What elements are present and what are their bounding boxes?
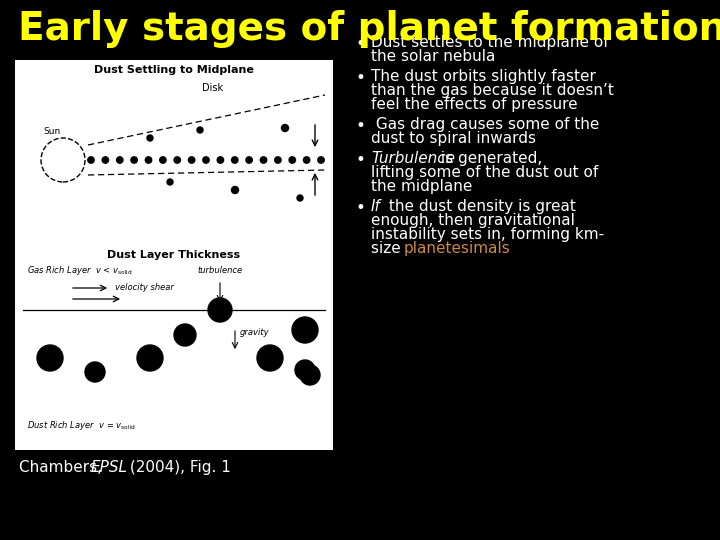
Bar	[15, 60, 333, 450]
Text: Dust Settling to Midplane: Dust Settling to Midplane	[94, 65, 254, 75]
Text: •: •	[355, 117, 365, 135]
Text: Early stages of planet formation: Early stages of planet formation	[18, 10, 720, 48]
Text: is generated,: is generated,	[436, 151, 543, 166]
Text: instability sets in, forming km-: instability sets in, forming km-	[371, 227, 604, 242]
Circle shape	[292, 317, 318, 343]
Circle shape	[274, 157, 281, 163]
Text: •: •	[355, 69, 365, 87]
Circle shape	[303, 157, 310, 163]
Text: Dust Layer Thickness: Dust Layer Thickness	[107, 250, 240, 260]
Circle shape	[37, 345, 63, 371]
Circle shape	[282, 125, 289, 132]
Text: Dust Rich Layer  v = v$_{\rm solid}$: Dust Rich Layer v = v$_{\rm solid}$	[27, 419, 136, 432]
Text: Sun: Sun	[43, 127, 60, 136]
Text: •: •	[355, 199, 365, 217]
Circle shape	[295, 360, 315, 380]
Circle shape	[318, 157, 324, 163]
Text: Turbulence: Turbulence	[371, 151, 455, 166]
Circle shape	[257, 345, 283, 371]
Circle shape	[117, 157, 123, 163]
Circle shape	[232, 186, 238, 193]
Circle shape	[246, 157, 252, 163]
Text: velocity shear: velocity shear	[115, 284, 174, 293]
Circle shape	[174, 157, 181, 163]
Text: The dust orbits slightly faster: The dust orbits slightly faster	[371, 69, 596, 84]
Circle shape	[167, 179, 173, 185]
Text: •: •	[355, 35, 365, 53]
Text: planetesimals: planetesimals	[404, 241, 510, 256]
Circle shape	[174, 324, 196, 346]
Text: turbulence: turbulence	[197, 266, 243, 275]
Circle shape	[160, 157, 166, 163]
Text: (2004), Fig. 1: (2004), Fig. 1	[125, 460, 231, 475]
Circle shape	[300, 365, 320, 385]
Text: EPSL: EPSL	[91, 460, 128, 475]
Circle shape	[261, 157, 266, 163]
Text: the solar nebula: the solar nebula	[371, 49, 495, 64]
Circle shape	[85, 362, 105, 382]
Text: Disk: Disk	[202, 83, 222, 93]
Circle shape	[289, 157, 295, 163]
Text: feel the effects of pressure: feel the effects of pressure	[371, 97, 577, 112]
Circle shape	[297, 195, 303, 201]
Text: than the gas because it doesn’t: than the gas because it doesn’t	[371, 83, 614, 98]
Circle shape	[147, 135, 153, 141]
Text: dust to spiral inwards: dust to spiral inwards	[371, 131, 536, 146]
Circle shape	[217, 157, 224, 163]
Text: size: size	[371, 241, 405, 256]
Circle shape	[137, 345, 163, 371]
Text: If: If	[371, 199, 381, 214]
Text: the midplane: the midplane	[371, 179, 472, 194]
Circle shape	[189, 157, 195, 163]
Text: lifting some of the dust out of: lifting some of the dust out of	[371, 165, 598, 180]
Circle shape	[88, 157, 94, 163]
Text: the dust density is great: the dust density is great	[384, 199, 576, 214]
Text: Chambers,: Chambers,	[19, 460, 107, 475]
Circle shape	[102, 157, 109, 163]
Circle shape	[131, 157, 138, 163]
Text: Gas drag causes some of the: Gas drag causes some of the	[371, 117, 599, 132]
Text: Dust settles to the midplane of: Dust settles to the midplane of	[371, 35, 608, 50]
Circle shape	[197, 127, 203, 133]
Text: enough, then gravitational: enough, then gravitational	[371, 213, 575, 228]
Circle shape	[203, 157, 210, 163]
Text: •: •	[355, 151, 365, 169]
Circle shape	[232, 157, 238, 163]
Circle shape	[208, 298, 232, 322]
Text: Gas Rich Layer  v < v$_{\rm solid}$: Gas Rich Layer v < v$_{\rm solid}$	[27, 264, 132, 277]
Circle shape	[145, 157, 152, 163]
Text: gravity: gravity	[240, 328, 269, 337]
